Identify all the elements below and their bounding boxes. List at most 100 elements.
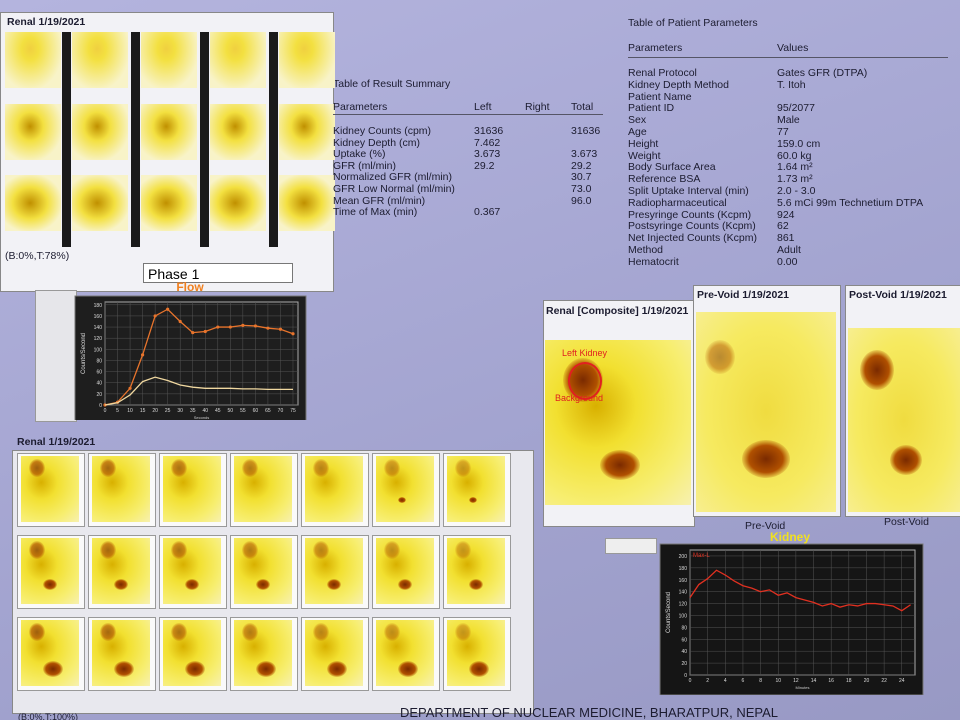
cell: 3.673 xyxy=(474,148,501,161)
row-label: GFR Low Normal (ml/min) xyxy=(333,183,455,195)
x-tick-label: 12 xyxy=(793,678,799,684)
y-tick-label: 200 xyxy=(679,554,688,560)
y-tick-label: 40 xyxy=(681,649,687,655)
point xyxy=(128,386,132,390)
x-tick-label: 0 xyxy=(104,408,107,414)
status: (B:0%,T:100%) xyxy=(18,712,79,720)
kidney-spot xyxy=(171,459,187,477)
scan-image xyxy=(72,175,128,231)
cell: 861 xyxy=(777,232,795,245)
y-tick-label: 0 xyxy=(684,673,687,679)
scan-image xyxy=(447,538,505,604)
column-header: Parameters xyxy=(333,101,388,113)
row-label: Net Injected Counts (Kcpm) xyxy=(628,232,757,245)
kidney-roi xyxy=(568,362,602,400)
bladder-spot xyxy=(114,579,128,590)
y-tick-label: 160 xyxy=(94,314,103,320)
bladder-spot xyxy=(742,440,790,478)
cell: 30.7 xyxy=(571,171,592,184)
bladder-spot xyxy=(327,579,341,590)
row-label: Postsyringe Counts (Kcpm) xyxy=(628,220,756,233)
scan-image xyxy=(5,32,61,88)
row-label: Reference BSA xyxy=(628,173,701,186)
scan-image xyxy=(376,456,434,522)
bladder-spot xyxy=(43,661,63,677)
x-tick-label: 55 xyxy=(240,408,246,414)
row-label: Patient Name xyxy=(628,90,692,103)
column-header: Right xyxy=(525,101,550,113)
bladder-spot xyxy=(185,661,205,677)
y-tick-label: 120 xyxy=(94,336,103,342)
y-axis-label: Counts/Second xyxy=(666,592,672,633)
footer: DEPARTMENT OF NUCLEAR MEDICINE, BHARATPU… xyxy=(400,705,779,720)
x-tick-label: 24 xyxy=(899,678,905,684)
x-tick-label: 14 xyxy=(811,678,817,684)
cell: Adult xyxy=(777,244,801,256)
separator xyxy=(131,32,140,247)
kidney-spot xyxy=(313,623,329,641)
cell: 3.673 xyxy=(571,148,598,161)
y-tick-label: 120 xyxy=(679,602,688,608)
x-tick-label: 50 xyxy=(228,408,234,414)
bladder-spot xyxy=(43,579,57,590)
scan-image xyxy=(210,175,266,231)
x-tick-label: 22 xyxy=(881,678,887,684)
panel-title: Renal 1/19/2021 xyxy=(17,436,96,448)
roi-label: Left Kidney xyxy=(562,348,608,358)
point xyxy=(153,314,157,318)
caption: Post-Void xyxy=(884,516,929,528)
cell: 924 xyxy=(777,208,795,221)
separator xyxy=(62,32,71,247)
series-line xyxy=(104,308,294,406)
cell: 31636 xyxy=(474,125,504,137)
x-tick-label: 40 xyxy=(202,408,208,414)
y-tick-label: 100 xyxy=(679,613,688,619)
bladder-spot xyxy=(890,445,922,475)
kidney-spot xyxy=(384,623,400,641)
cell: 1.64 m² xyxy=(777,161,813,174)
bladder-spot xyxy=(469,661,489,677)
panel-title: Renal 1/19/2021 xyxy=(7,16,86,28)
column-header: Total xyxy=(571,101,594,113)
row-label: Time of Max (min) xyxy=(333,206,418,219)
row-label: Sex xyxy=(628,114,647,127)
kidney-spot xyxy=(100,459,116,477)
cell: 62 xyxy=(777,220,789,233)
cell: 96.0 xyxy=(571,194,592,207)
row-label: Weight xyxy=(628,149,661,162)
row-label: Patient ID xyxy=(628,102,675,115)
y-tick-label: 20 xyxy=(681,661,687,667)
row-label: Age xyxy=(628,126,647,138)
point xyxy=(266,326,270,330)
x-tick-label: 6 xyxy=(742,678,745,684)
point xyxy=(291,332,295,336)
kidney-spot xyxy=(313,459,329,477)
x-tick-label: 16 xyxy=(828,678,834,684)
x-tick-label: 60 xyxy=(253,408,259,414)
scan-image xyxy=(447,456,505,522)
point xyxy=(241,323,245,327)
scan-image xyxy=(210,104,266,160)
x-tick-label: 75 xyxy=(290,408,296,414)
series-line xyxy=(104,376,293,406)
bladder-spot xyxy=(256,579,270,590)
cell: 60.0 kg xyxy=(777,149,812,162)
bladder-spot xyxy=(114,661,134,677)
x-tick-label: 30 xyxy=(177,408,183,414)
row-label: Body Surface Area xyxy=(628,161,716,174)
x-tick-label: 70 xyxy=(278,408,284,414)
column-header: Left xyxy=(474,101,492,113)
kidney-spot xyxy=(29,541,45,559)
x-tick-label: 8 xyxy=(759,678,762,684)
x-tick-label: 5 xyxy=(116,408,119,414)
plot-area xyxy=(689,549,916,676)
x-tick-label: 10 xyxy=(127,408,133,414)
cell: Gates GFR (DTPA) xyxy=(777,67,868,79)
scan-image xyxy=(141,175,197,231)
x-tick-label: 4 xyxy=(724,678,727,684)
row-label: Radiopharmaceutical xyxy=(628,196,727,209)
row-label: Renal Protocol xyxy=(628,67,697,79)
scan-image xyxy=(5,104,61,160)
